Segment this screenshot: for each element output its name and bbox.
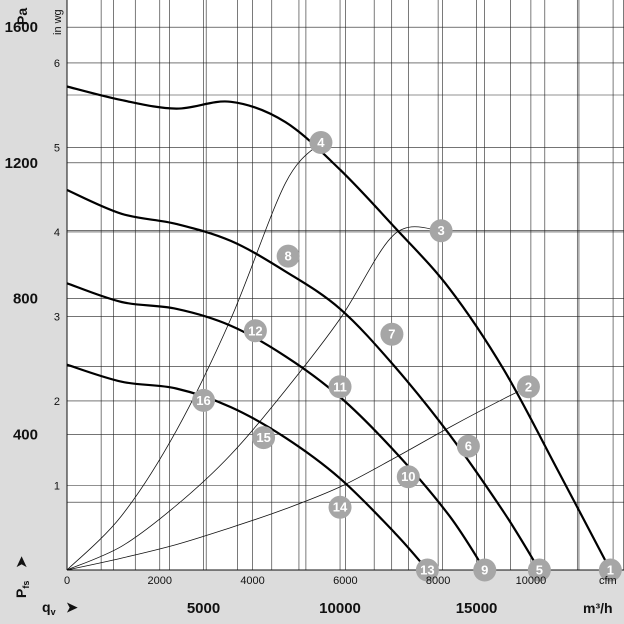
marker-label: 12: [248, 323, 262, 338]
marker-circle: [456, 434, 480, 458]
marker-circle: [396, 465, 420, 489]
pa-tick-label: 400: [13, 426, 38, 443]
pa-unit-label: Pa: [14, 8, 30, 25]
marker-circle: [328, 495, 352, 519]
marker-circle: [473, 558, 497, 582]
fan-curve: [66, 188, 541, 571]
operating-point-marker: 10: [396, 465, 420, 489]
cfm-tick-label: 2000: [148, 575, 172, 587]
inwg-tick-label: 5: [54, 142, 60, 154]
operating-point-marker: 13: [415, 558, 439, 582]
inwg-tick-label: 4: [54, 227, 60, 239]
qv-axis-symbol: qv ➤: [42, 599, 78, 617]
marker-label: 7: [388, 327, 395, 342]
operating-point-marker: 4: [309, 131, 333, 154]
operating-point-marker: 9: [473, 558, 497, 582]
operating-point-marker: 5: [527, 558, 551, 582]
marker-label: 11: [333, 379, 347, 394]
operating-point-marker: 6: [456, 434, 480, 458]
svg-text:➤: ➤: [13, 556, 29, 568]
marker-circle: [252, 426, 276, 450]
system-curve: [66, 142, 322, 571]
marker-label: 5: [536, 563, 543, 578]
operating-point-marker: 1: [598, 558, 622, 582]
cfm-tick-label: 6000: [333, 575, 357, 587]
marker-label: 9: [481, 563, 488, 578]
marker-circle: [328, 375, 352, 399]
marker-circle: [527, 558, 551, 582]
marker-circle: [309, 131, 333, 154]
m3h-tick-label: 5000: [187, 600, 220, 617]
pa-tick-label: 1200: [5, 155, 38, 172]
marker-label: 14: [333, 500, 348, 515]
inwg-tick-label: 3: [54, 311, 60, 323]
fan-curve: [66, 363, 429, 571]
marker-label: 1: [607, 563, 614, 578]
svg-text:Pfs: Pfs: [13, 581, 31, 598]
operating-point-marker: 14: [328, 495, 352, 519]
marker-label: 4: [317, 135, 325, 150]
m3h-tick-label: 15000: [456, 600, 498, 617]
cfm-tick-label: 4000: [240, 575, 264, 587]
marker-label: 3: [437, 223, 444, 238]
m3h-tick-label: 10000: [319, 600, 361, 617]
marker-label: 13: [420, 563, 434, 578]
cfm-tick-label: 8000: [426, 575, 450, 587]
marker-circle: [415, 558, 439, 582]
marker-label: 10: [401, 469, 415, 484]
operating-point-marker: 11: [328, 375, 352, 399]
pa-tick-label: 1600: [5, 19, 38, 36]
system-curve: [66, 386, 529, 571]
cfm-unit-label: cfm: [599, 575, 617, 587]
pa-tick-label: 800: [13, 291, 38, 308]
cfm-tick-label: 0: [64, 575, 70, 587]
marker-circle: [380, 322, 404, 346]
marker-label: 6: [465, 439, 472, 454]
marker-circle: [598, 558, 622, 582]
inwg-unit-label: in wg: [52, 9, 64, 35]
operating-point-marker: 2: [516, 375, 540, 399]
marker-circle: [243, 319, 267, 343]
marker-circle: [276, 244, 300, 268]
operating-point-marker: 12: [243, 319, 267, 343]
m3h-unit-label: m³/h: [583, 600, 613, 616]
operating-point-marker: 8: [276, 244, 300, 268]
marker-label: 2: [525, 379, 532, 394]
inwg-tick-label: 6: [54, 58, 60, 70]
fan-curve: [66, 85, 612, 571]
marker-circle: [192, 388, 216, 412]
fan-curve: [66, 282, 486, 571]
marker-label: 15: [256, 430, 270, 445]
cfm-tick-label: 10000: [516, 575, 547, 587]
operating-point-marker: 7: [380, 322, 404, 346]
fan-curves: [66, 85, 612, 571]
marker-circle: [516, 375, 540, 399]
inwg-tick-label: 1: [54, 480, 60, 492]
svg-text:qv: qv: [42, 599, 56, 617]
system-curves: [66, 142, 529, 571]
marker-label: 16: [196, 393, 210, 408]
marker-circle: [429, 219, 453, 243]
svg-text:➤: ➤: [66, 599, 78, 615]
operating-point-marker: 16: [192, 388, 216, 412]
system-curve: [66, 226, 442, 571]
operating-point-marker: 3: [429, 219, 453, 243]
inwg-tick-label: 2: [54, 396, 60, 408]
pfs-axis-symbol: Pfs ➤: [13, 556, 31, 598]
operating-point-marker: 15: [252, 426, 276, 450]
marker-label: 8: [285, 249, 292, 264]
